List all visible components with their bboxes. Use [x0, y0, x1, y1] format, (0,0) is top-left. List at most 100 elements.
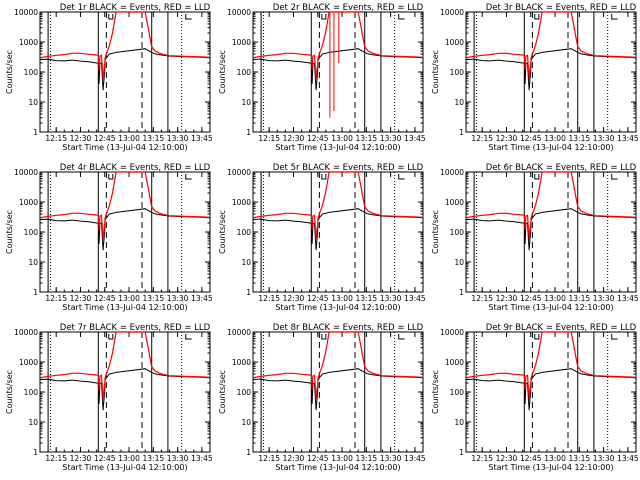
lld-series-line [253, 332, 423, 399]
panel-9: Det 9r BLACK = Events, RED = LLD 1 10 100 10… [431, 323, 639, 472]
attenuator-mark [534, 14, 540, 20]
y-axis-label: Counts/sec [5, 210, 14, 254]
x-tick-label: 12:15 [258, 294, 280, 303]
y-tick-label: 10000 [227, 168, 251, 177]
y-tick-label: 10000 [14, 328, 38, 337]
y-tick-label: 10 [28, 418, 38, 427]
x-tick-label: 13:45 [191, 294, 213, 303]
events-series-line [40, 368, 210, 411]
plot-frame [39, 11, 211, 133]
events-series-line [40, 48, 210, 91]
y-tick-label: 1000 [232, 358, 251, 367]
plot-frame [465, 11, 637, 133]
y-tick-label: 10000 [440, 328, 464, 337]
attenuator-mark [398, 14, 405, 20]
panel-6: Det 6r BLACK = Events, RED = LLD 1 10 100 10… [431, 163, 639, 312]
plot-area [466, 332, 636, 452]
attenuator-mark [185, 174, 192, 180]
attenuator-mark [185, 14, 192, 20]
plot-frame [39, 171, 211, 293]
attenuator-mark [185, 334, 192, 340]
x-tick-label: 13:30 [167, 454, 189, 463]
attenuator-mark [321, 174, 327, 180]
panel-title: Det 1r BLACK = Events, RED = LLD [60, 3, 211, 13]
y-tick-label: 10000 [440, 8, 464, 17]
y-tick-label: 10 [241, 258, 251, 267]
x-tick-label: 13:00 [331, 294, 353, 303]
attenuator-mark [611, 174, 618, 180]
x-tick-label: 12:15 [45, 454, 67, 463]
y-axis-label: Counts/sec [218, 210, 227, 254]
plot-area [253, 332, 423, 452]
attenuator-mark [108, 14, 114, 20]
x-tick-label: 13:30 [593, 134, 615, 143]
y-tick-label: 1 [33, 128, 38, 137]
attenuator-mark [321, 334, 327, 340]
panel-title: Det 6r BLACK = Events, RED = LLD [486, 163, 637, 173]
y-tick-label: 1 [246, 448, 251, 457]
x-tick-label: 12:15 [258, 134, 280, 143]
panel-title: Det 8r BLACK = Events, RED = LLD [273, 323, 424, 333]
y-tick-label: 100 [24, 228, 39, 237]
y-tick-label: 10 [454, 418, 464, 427]
x-tick-label: 13:15 [356, 454, 378, 463]
x-tick-label: 13:00 [331, 134, 353, 143]
y-tick-label: 10000 [227, 8, 251, 17]
x-tick-label: 12:30 [496, 294, 518, 303]
panel-2: Det 2r BLACK = Events, RED = LLD 1 10 100 10… [218, 3, 426, 152]
plot-area [466, 172, 636, 292]
x-axis-label: Start Time (13-Jul-04 12:10:00) [62, 143, 187, 152]
plot-area [466, 12, 636, 132]
y-tick-label: 1 [33, 288, 38, 297]
x-tick-label: 12:15 [471, 454, 493, 463]
y-tick-label: 10000 [14, 168, 38, 177]
events-series-line [466, 368, 636, 411]
y-tick-label: 1000 [19, 38, 38, 47]
y-tick-label: 1 [459, 128, 464, 137]
x-tick-label: 13:15 [143, 134, 165, 143]
x-tick-label: 13:30 [593, 454, 615, 463]
x-tick-label: 12:15 [471, 134, 493, 143]
x-axis-label: Start Time (13-Jul-04 12:10:00) [275, 463, 400, 472]
lld-series-line [466, 12, 636, 79]
x-axis-label: Start Time (13-Jul-04 12:10:00) [488, 303, 613, 312]
y-axis-label: Counts/sec [431, 370, 440, 414]
lld-series-line [466, 332, 636, 399]
plot-area [40, 172, 210, 292]
panel-title: Det 3r BLACK = Events, RED = LLD [486, 3, 637, 13]
x-axis-label: Start Time (13-Jul-04 12:10:00) [275, 303, 400, 312]
attenuator-mark [398, 174, 405, 180]
y-tick-label: 1 [459, 448, 464, 457]
y-axis-label: Counts/sec [431, 210, 440, 254]
y-axis-label: Counts/sec [431, 50, 440, 94]
x-tick-label: 12:15 [45, 294, 67, 303]
x-tick-label: 12:45 [520, 454, 542, 463]
x-tick-label: 12:45 [307, 454, 329, 463]
y-tick-label: 100 [24, 388, 39, 397]
x-tick-label: 12:45 [94, 454, 116, 463]
x-tick-label: 12:45 [520, 294, 542, 303]
y-tick-label: 100 [237, 228, 252, 237]
attenuator-mark [611, 14, 618, 20]
x-tick-label: 12:15 [471, 294, 493, 303]
x-tick-label: 13:00 [118, 294, 140, 303]
y-tick-label: 100 [237, 68, 252, 77]
x-tick-label: 13:45 [617, 294, 639, 303]
y-tick-label: 100 [237, 388, 252, 397]
y-axis-label: Counts/sec [218, 50, 227, 94]
y-tick-label: 10 [28, 98, 38, 107]
y-tick-label: 10000 [440, 168, 464, 177]
attenuator-mark [534, 174, 540, 180]
x-tick-label: 12:45 [307, 134, 329, 143]
x-tick-label: 13:45 [617, 134, 639, 143]
attenuator-mark [321, 14, 327, 20]
x-tick-label: 13:00 [544, 294, 566, 303]
events-series-line [40, 208, 210, 251]
attenuator-mark [398, 334, 405, 340]
x-tick-label: 13:45 [617, 454, 639, 463]
lld-series-line [253, 172, 423, 239]
y-tick-label: 1 [33, 448, 38, 457]
events-series-line [466, 208, 636, 251]
y-tick-label: 1000 [445, 198, 464, 207]
x-axis-label: Start Time (13-Jul-04 12:10:00) [62, 463, 187, 472]
